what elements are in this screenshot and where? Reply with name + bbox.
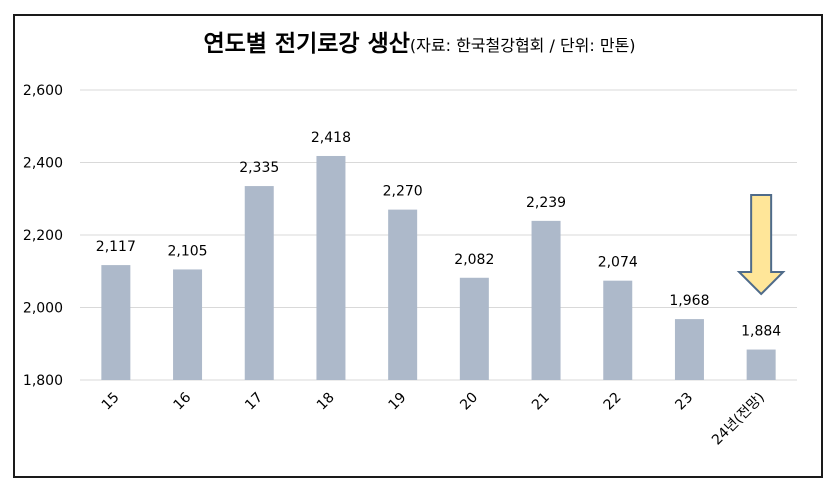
x-tick-label: 24년(전망) bbox=[709, 390, 768, 449]
y-tick-label: 2,600 bbox=[23, 83, 63, 99]
chart-title-source: (자료: 한국철강협회 / 단위: 만톤) bbox=[409, 36, 636, 55]
chart-title: 연도별 전기로강 생산(자료: 한국철강협회 / 단위: 만톤) bbox=[0, 24, 839, 58]
data-label: 1,968 bbox=[669, 293, 709, 309]
x-tick-label: 15 bbox=[99, 390, 123, 414]
data-label: 2,074 bbox=[598, 255, 638, 271]
x-tick-label: 20 bbox=[457, 390, 481, 414]
y-tick-label: 1,800 bbox=[23, 373, 63, 389]
x-axis-tick-labels: 15 16 17 18 19 20 21 22 23 24년(전망) bbox=[99, 389, 768, 448]
down-arrow-icon bbox=[736, 194, 786, 296]
bar bbox=[674, 319, 704, 380]
x-tick-label: 16 bbox=[170, 389, 194, 413]
bar bbox=[388, 209, 418, 380]
data-labels: 2,117 2,105 2,335 2,418 2,270 2,082 2,239 2,074… bbox=[96, 130, 781, 340]
x-tick-label: 21 bbox=[529, 390, 553, 414]
bar bbox=[746, 349, 776, 380]
bar bbox=[459, 277, 489, 380]
bar bbox=[173, 269, 203, 380]
data-label: 2,239 bbox=[526, 195, 566, 211]
x-tick-label: 17 bbox=[242, 390, 266, 414]
data-label: 2,335 bbox=[239, 160, 279, 176]
annotation-layer bbox=[736, 194, 786, 296]
data-label: 2,418 bbox=[311, 130, 351, 146]
bars bbox=[101, 155, 776, 380]
y-axis-tick-labels: 1,800 2,000 2,200 2,400 2,600 bbox=[23, 83, 63, 389]
y-tick-label: 2,000 bbox=[23, 301, 63, 317]
bar bbox=[603, 280, 633, 380]
data-label: 2,105 bbox=[168, 243, 208, 259]
x-tick-label: 18 bbox=[314, 390, 338, 414]
x-tick-label: 23 bbox=[672, 390, 696, 414]
data-label: 1,884 bbox=[741, 324, 781, 340]
bar bbox=[316, 155, 346, 380]
bar bbox=[101, 265, 131, 380]
y-tick-label: 2,400 bbox=[23, 156, 63, 172]
bar bbox=[244, 186, 274, 380]
y-tick-label: 2,200 bbox=[23, 228, 63, 244]
bar bbox=[531, 220, 561, 380]
data-label: 2,117 bbox=[96, 239, 136, 255]
chart-title-main: 연도별 전기로강 생산 bbox=[203, 31, 410, 57]
x-tick-label: 19 bbox=[386, 390, 410, 414]
data-label: 2,270 bbox=[383, 184, 423, 200]
chart-frame bbox=[13, 14, 823, 478]
x-tick-label: 22 bbox=[601, 390, 625, 414]
data-label: 2,082 bbox=[454, 252, 494, 268]
